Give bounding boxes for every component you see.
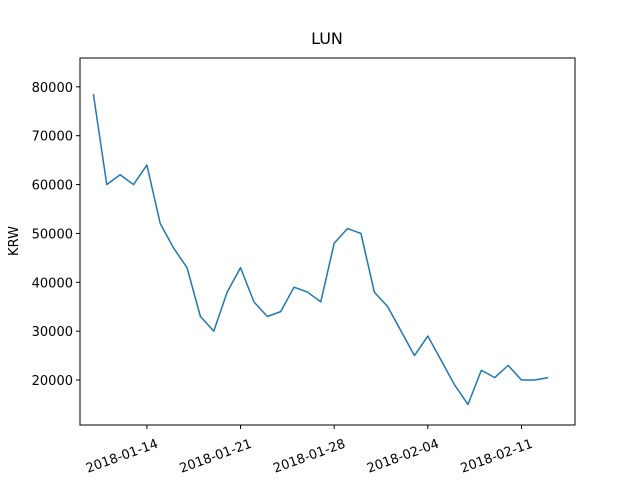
y-tick-label: 40000 bbox=[32, 276, 73, 291]
x-tick-label: 2018-01-21 bbox=[178, 437, 254, 477]
x-tick-label: 2018-01-14 bbox=[84, 437, 160, 477]
x-tick-label: 2018-02-11 bbox=[459, 437, 535, 477]
y-tick-label: 20000 bbox=[32, 374, 73, 389]
y-tick-label: 80000 bbox=[32, 81, 73, 96]
y-tick-label: 30000 bbox=[32, 325, 73, 340]
x-tick-label: 2018-01-28 bbox=[271, 437, 347, 477]
y-tick-label: 60000 bbox=[32, 179, 73, 194]
y-tick-label: 50000 bbox=[32, 227, 73, 242]
plot-frame bbox=[79, 57, 576, 426]
x-tick-label: 2018-02-04 bbox=[365, 437, 441, 477]
y-axis-label: KRW bbox=[7, 226, 22, 256]
data-line bbox=[92, 94, 549, 406]
y-tick-label: 70000 bbox=[32, 130, 73, 145]
chart-title: LUN bbox=[311, 29, 343, 48]
